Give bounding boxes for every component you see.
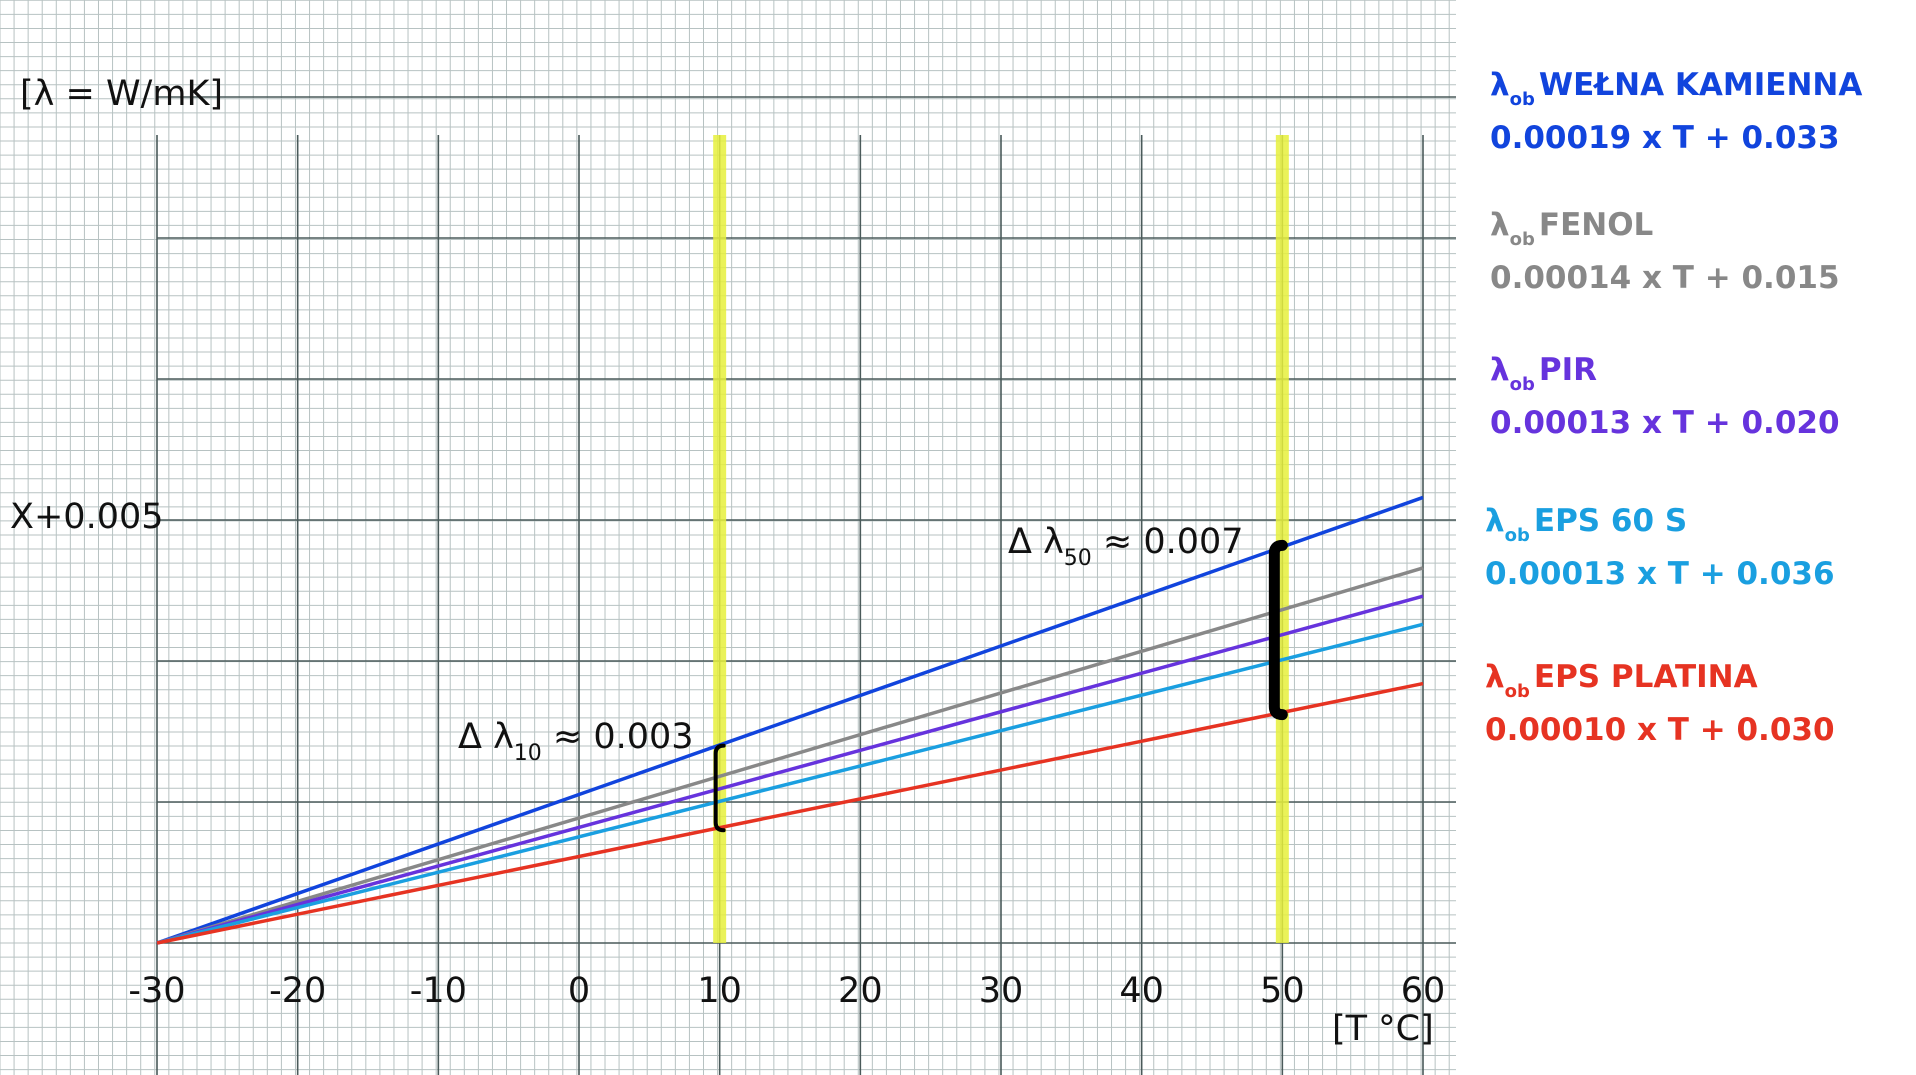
y-axis-label: [λ = W/mK]	[20, 74, 223, 114]
x-tick-label: 20	[838, 971, 883, 1011]
legend-entry-name: λob PIR	[1490, 352, 1598, 395]
x-tick-label: -30	[128, 971, 185, 1011]
legend-entry: λob EPS PLATINA 0.00010 x T + 0.030	[1485, 662, 1835, 746]
x-tick-labels: -30 -20 -10 0 10 20 30 40 50 60	[128, 971, 1445, 1011]
legend-entry-equation: 0.00013 x T + 0.036	[1485, 556, 1835, 592]
x-tick-label: -10	[410, 971, 467, 1011]
series-line-eps-platina	[156, 681, 1424, 945]
x-tick-label: 50	[1260, 971, 1305, 1011]
legend-entry-equation: 0.00014 x T + 0.015	[1490, 260, 1840, 296]
delta-bracket	[713, 743, 726, 833]
series-line-pir	[156, 594, 1424, 945]
legend-entry-equation: 0.00013 x T + 0.020	[1490, 405, 1840, 441]
legend-entry: λob PIR 0.00013 x T + 0.020	[1490, 355, 1840, 439]
legend-entry: λob EPS 60 S 0.00013 x T + 0.036	[1485, 506, 1835, 590]
delta-bracket	[1268, 539, 1288, 721]
x-tick-label: -20	[269, 971, 326, 1011]
highlight-bands	[713, 135, 1289, 943]
x-tick-label: 40	[1119, 971, 1164, 1011]
series-line-eps-60-s	[156, 622, 1424, 945]
legend-entry-name: λob FENOL	[1490, 207, 1654, 250]
x-tick-label: 30	[979, 971, 1024, 1011]
legend-entry-equation: 0.00019 x T + 0.033	[1490, 120, 1840, 156]
delta-label: Δ λ50 ≈ 0.007	[1008, 522, 1244, 571]
x-tick-label: 60	[1401, 971, 1446, 1011]
annotations: Δ λ10 ≈ 0.003 Δ λ50 ≈ 0.007	[458, 522, 1288, 833]
series-line-fenol	[156, 566, 1424, 945]
legend-entry: λob WEŁNA KAMIENNA 0.00019 x T + 0.033	[1490, 70, 1862, 154]
legend-entry-equation: 0.00010 x T + 0.030	[1485, 712, 1835, 748]
x-tick-label: 10	[697, 971, 742, 1011]
y-tick-label: X+0.005	[10, 497, 164, 537]
x-tick-label: 0	[568, 971, 590, 1011]
series-line-wełna-kamienna	[156, 495, 1424, 945]
legend-entry-name: λob WEŁNA KAMIENNA	[1490, 67, 1863, 110]
legend-entry-name: λob EPS 60 S	[1485, 503, 1688, 546]
legend-entry: λob FENOL 0.00014 x T + 0.015	[1490, 210, 1840, 294]
delta-label: Δ λ10 ≈ 0.003	[458, 717, 694, 766]
legend-entry-name: λob EPS PLATINA	[1485, 659, 1758, 702]
x-axis-label: [T °C]	[1332, 1009, 1434, 1049]
series-lines	[156, 495, 1424, 945]
